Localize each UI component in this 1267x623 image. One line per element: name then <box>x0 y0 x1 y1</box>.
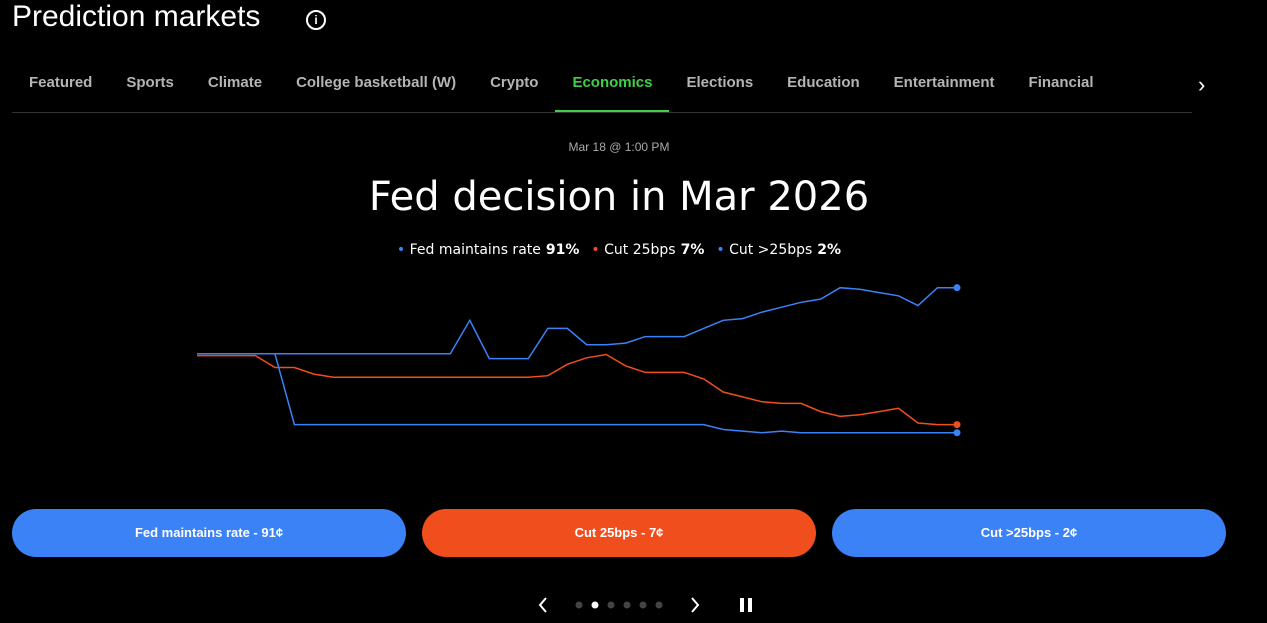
prev[interactable] <box>538 597 547 613</box>
series-line <box>197 353 957 426</box>
next[interactable] <box>691 597 700 613</box>
nav-tab[interactable]: Elections <box>686 74 754 91</box>
nav-tab[interactable]: Crypto <box>490 74 539 91</box>
nav-tab[interactable]: Sports <box>126 74 174 91</box>
outcome-button[interactable]: Cut 25bps - 7¢ <box>422 509 816 557</box>
end-point <box>953 421 961 429</box>
legend-name: Cut 25bps <box>604 242 675 258</box>
nav-tab[interactable]: Entertainment <box>893 74 995 91</box>
dot[interactable] <box>575 601 583 609</box>
legend-value: 7% <box>681 242 705 258</box>
nav-tab[interactable]: Financial <box>1028 74 1094 91</box>
pause[interactable] <box>748 598 752 612</box>
category-nav: Featured Sports Climate College basketball … <box>12 62 1192 113</box>
nav-tab[interactable]: Economics <box>555 62 670 112</box>
dot[interactable] <box>591 601 599 609</box>
legend-name: Fed maintains rate <box>410 242 541 258</box>
legend-dot: • <box>397 242 410 258</box>
info-icon[interactable]: i <box>306 10 326 30</box>
pager-icons <box>538 597 752 613</box>
page-title: Prediction markets <box>12 0 261 33</box>
legend-name: Cut >25bps <box>729 242 812 258</box>
legend-value: 91% <box>546 242 580 258</box>
chart-title: Fed decision in Mar 2026 <box>369 174 869 220</box>
market-date: Mar 18 @ 1:00 PM <box>568 140 670 154</box>
legend-value: 2% <box>817 242 841 258</box>
legend-dot: • <box>716 242 729 258</box>
nav-tab[interactable]: College basketball (W) <box>296 74 457 91</box>
chart: Fed decision in Mar 2026 • Fed maintains… <box>197 174 961 437</box>
dot[interactable] <box>655 601 663 609</box>
series-line <box>197 286 957 360</box>
dot[interactable] <box>623 601 631 609</box>
nav-tab[interactable]: Education <box>787 74 860 91</box>
outcome-button[interactable]: Fed maintains rate - 91¢ <box>12 509 406 557</box>
pause[interactable] <box>740 598 744 612</box>
dot[interactable] <box>639 601 647 609</box>
outcome-button[interactable]: Cut >25bps - 2¢ <box>832 509 1226 557</box>
nav-tab[interactable]: Featured <box>29 74 93 91</box>
nav-tab[interactable]: Climate <box>207 74 263 91</box>
legend: • Fed maintains rate 91% • Cut 25bps 7% • Cu… <box>397 242 841 258</box>
series-line <box>197 352 957 434</box>
end-point <box>953 429 961 437</box>
dot[interactable] <box>607 601 615 609</box>
end-point <box>953 284 961 292</box>
legend-dot: • <box>591 242 604 258</box>
nav-next[interactable]: › <box>1198 72 1206 97</box>
pager <box>530 592 770 618</box>
